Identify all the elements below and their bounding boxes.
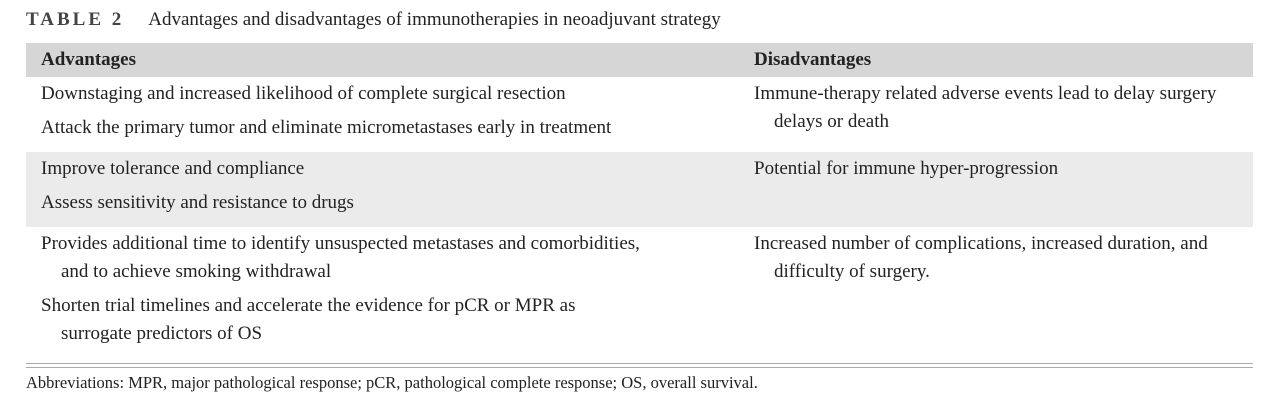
table-caption: TABLE 2 Advantages and disadvantages of i… xyxy=(26,9,721,31)
cell-item: Immune-therapy related adverse events le… xyxy=(754,83,1217,132)
cell-item: Provides additional time to identify uns… xyxy=(41,233,640,282)
table-cell: Immune-therapy related adverse events le… xyxy=(739,77,1253,152)
table-cell: Increased number of complications, incre… xyxy=(739,227,1253,358)
caption-label: TABLE 2 xyxy=(26,9,125,30)
table-body: Downstaging and increased likelihood of … xyxy=(26,77,1253,358)
table-cell: Improve tolerance and compliance Assess s… xyxy=(26,152,739,227)
header-cell: Disadvantages xyxy=(739,43,1253,77)
table: Advantages Disadvantages Downstaging and … xyxy=(26,43,1253,358)
bottom-rule xyxy=(26,363,1253,368)
cell-item: Improve tolerance and compliance xyxy=(41,158,305,179)
table-row: Provides additional time to identify uns… xyxy=(26,227,1253,358)
header-cell: Advantages xyxy=(26,43,739,77)
caption-title: Advantages and disadvantages of immunoth… xyxy=(148,9,721,30)
cell-item: Potential for immune hyper-progression xyxy=(754,158,1059,179)
table-cell: Downstaging and increased likelihood of … xyxy=(26,77,739,152)
cell-item: Downstaging and increased likelihood of … xyxy=(41,83,566,104)
footnote: Abbreviations: MPR, major pathological r… xyxy=(26,373,758,392)
cell-item: Shorten trial timelines and accelerate t… xyxy=(41,295,576,344)
table-cell: Potential for immune hyper-progression xyxy=(739,152,1253,227)
cell-item: Assess sensitivity and resistance to dru… xyxy=(41,192,354,213)
header-row: Advantages Disadvantages xyxy=(26,43,1253,77)
cell-item: Increased number of complications, incre… xyxy=(754,233,1208,282)
cell-item: Attack the primary tumor and eliminate m… xyxy=(41,117,612,138)
table-row: Improve tolerance and compliance Assess s… xyxy=(26,152,1253,227)
table-cell: Provides additional time to identify uns… xyxy=(26,227,739,358)
table-row: Downstaging and increased likelihood of … xyxy=(26,77,1253,152)
